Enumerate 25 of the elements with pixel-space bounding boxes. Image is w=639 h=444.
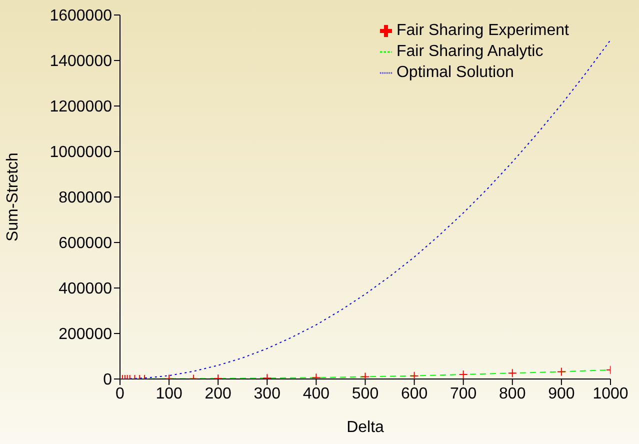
legend-label: Fair Sharing Experiment	[396, 22, 569, 39]
x-tick-label: 0	[116, 385, 125, 402]
y-tick-label: 1200000	[50, 98, 112, 116]
x-tick-label: 500	[352, 385, 379, 402]
y-tick-label: 600000	[58, 235, 112, 252]
y-axis-title: Sum-Stretch	[4, 152, 22, 242]
x-tick-label: 400	[302, 385, 330, 402]
x-tick-label: 600	[400, 385, 428, 402]
x-tick-label: 900	[548, 385, 575, 402]
x-tick-label: 800	[499, 385, 526, 402]
y-tick-label: 800000	[58, 190, 112, 207]
y-tick-label: 400000	[58, 280, 112, 298]
x-axis-title: Delta	[346, 419, 384, 436]
y-tick-label: 0	[103, 372, 112, 389]
x-tick-label: 1000	[592, 385, 628, 402]
legend-label: Optimal Solution	[396, 64, 514, 81]
x-tick-label: 700	[450, 385, 477, 402]
x-tick-label: 300	[254, 385, 281, 402]
x-tick-label: 100	[156, 385, 182, 402]
y-tick-label: 1400000	[50, 53, 112, 70]
legend-label: Fair Sharing Analytic	[396, 43, 544, 60]
y-tick-label: 200000	[58, 326, 112, 344]
y-tick-label: 1600000	[50, 8, 112, 25]
y-tick-label: 1000000	[50, 144, 112, 162]
x-tick-label: 200	[204, 385, 232, 402]
